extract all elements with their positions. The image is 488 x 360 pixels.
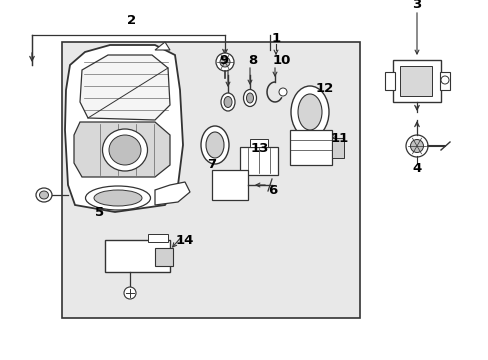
Text: 4: 4 <box>411 162 421 175</box>
Ellipse shape <box>405 135 427 157</box>
Ellipse shape <box>243 90 256 107</box>
Text: 14: 14 <box>176 234 194 247</box>
Text: 8: 8 <box>248 54 257 67</box>
Polygon shape <box>155 42 170 50</box>
Polygon shape <box>155 182 190 205</box>
Bar <box>240 147 278 175</box>
Circle shape <box>440 76 448 84</box>
Ellipse shape <box>409 139 423 153</box>
Ellipse shape <box>201 126 228 164</box>
Ellipse shape <box>221 93 235 111</box>
Ellipse shape <box>109 135 141 165</box>
Bar <box>105 240 170 272</box>
Text: 13: 13 <box>250 141 268 154</box>
Text: 5: 5 <box>95 206 104 219</box>
Ellipse shape <box>290 86 328 138</box>
Bar <box>148 234 168 242</box>
Ellipse shape <box>246 93 253 103</box>
Bar <box>249 139 267 147</box>
Bar <box>331 138 343 158</box>
Ellipse shape <box>224 96 231 108</box>
Ellipse shape <box>205 132 224 158</box>
Ellipse shape <box>216 53 234 71</box>
Bar <box>289 130 331 165</box>
Polygon shape <box>80 55 170 120</box>
Text: 12: 12 <box>315 81 333 94</box>
Text: 2: 2 <box>127 13 136 27</box>
Ellipse shape <box>297 94 321 130</box>
Text: 11: 11 <box>330 131 348 144</box>
Ellipse shape <box>102 129 147 171</box>
Ellipse shape <box>36 188 52 202</box>
Bar <box>384 72 394 90</box>
Bar <box>62 42 359 318</box>
Polygon shape <box>74 122 170 177</box>
Ellipse shape <box>220 57 229 67</box>
Text: 3: 3 <box>411 0 421 12</box>
Text: 7: 7 <box>207 158 216 171</box>
Ellipse shape <box>94 190 142 206</box>
Bar <box>439 72 449 90</box>
Circle shape <box>279 88 286 96</box>
Ellipse shape <box>85 186 150 210</box>
Text: 9: 9 <box>219 54 228 67</box>
Text: 10: 10 <box>272 54 290 67</box>
Bar <box>212 170 247 200</box>
Bar <box>392 60 440 102</box>
Ellipse shape <box>40 191 48 199</box>
Polygon shape <box>65 45 183 212</box>
Text: 1: 1 <box>271 31 280 45</box>
Bar <box>155 248 173 266</box>
Bar <box>399 66 431 96</box>
Circle shape <box>124 287 136 299</box>
Text: 6: 6 <box>268 184 277 197</box>
